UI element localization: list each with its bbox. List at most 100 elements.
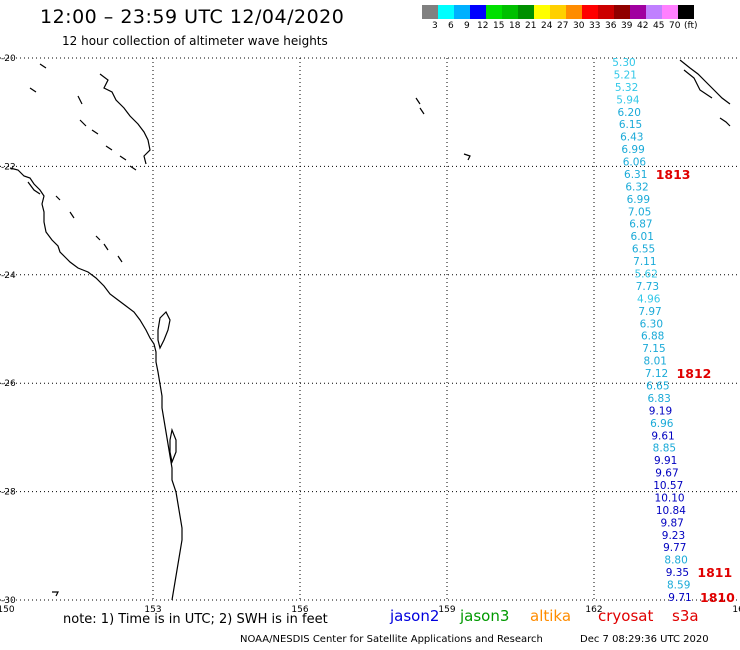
wave-height-value: 7.97: [638, 306, 661, 318]
legend-unit: (ft): [684, 21, 698, 31]
legend-swatch: [646, 5, 662, 19]
pass-number-label: 1810: [700, 590, 735, 605]
wave-height-value: 8.85: [653, 443, 676, 455]
moreton-island: [169, 427, 177, 465]
legend-swatch: [486, 5, 502, 19]
chart-subtitle: 12 hour collection of altimeter wave hei…: [62, 34, 328, 48]
legend-swatch: [502, 5, 518, 19]
lat-label: -26: [1, 379, 16, 389]
legend-swatch: [470, 5, 486, 19]
lat-label: -30: [1, 596, 16, 606]
wave-height-value: 4.96: [637, 293, 661, 305]
legend-label: 39: [621, 21, 633, 31]
wave-height-value: 5.32: [615, 82, 638, 94]
legend-label: 33: [589, 21, 601, 31]
wave-height-value: 5.21: [614, 69, 637, 81]
lat-lon-grid: [0, 57, 740, 601]
wave-height-value: 10.84: [656, 505, 686, 517]
legend-label: 3: [432, 21, 438, 31]
axis-labels: 150 153 156 159 162 165 -20 -22 -24 -26 -28 -30: [0, 54, 740, 615]
lat-label: -20: [1, 54, 16, 64]
wave-height-value: 8.80: [664, 555, 687, 567]
wave-height-value: 6.15: [619, 119, 642, 131]
pass-number-label: 1813: [656, 167, 691, 182]
legend-swatch: [630, 5, 646, 19]
legend-swatch: [534, 5, 550, 19]
satellite-name: jason3: [460, 607, 510, 625]
wave-height-value: 9.61: [651, 430, 674, 442]
legend-swatch: [662, 5, 678, 19]
wave-height-value: 8.59: [667, 580, 690, 592]
wave-height-value: 6.31: [624, 169, 647, 181]
legend-label: 30: [573, 21, 585, 31]
legend-swatch: [454, 5, 470, 19]
satellite-name: cryosat: [598, 607, 654, 625]
altimeter-track: 5.305.215.325.946.206.156.436.996.066.31…: [612, 57, 735, 605]
bottom-islet: [52, 591, 59, 597]
wave-height-value: 7.12: [645, 368, 668, 380]
legend-label: 42: [637, 21, 649, 31]
wave-height-value: 7.05: [628, 206, 651, 218]
wave-height-value: 7.15: [642, 343, 665, 355]
coral-sea-islet: [463, 153, 471, 161]
wave-height-value: 6.99: [627, 194, 650, 206]
wave-height-value: 6.01: [631, 231, 654, 243]
wave-height-value: 10.57: [653, 480, 683, 492]
wave-height-value: 6.88: [641, 331, 664, 343]
chart-title: 12:00 – 23:59 UTC 12/04/2020: [40, 6, 345, 28]
wave-height-value: 9.71: [668, 592, 691, 604]
lon-label: 159: [438, 605, 455, 615]
wave-height-value: 6.55: [632, 244, 655, 256]
legend-label: 15: [493, 21, 505, 31]
legend-label: 6: [448, 21, 454, 31]
legend-swatch: [598, 5, 614, 19]
legend-label: 12: [477, 21, 489, 31]
wave-height-value: 7.73: [636, 281, 659, 293]
color-legend: [422, 5, 694, 19]
wave-height-value: 10.10: [655, 492, 685, 504]
lat-label: -28: [1, 488, 16, 498]
wave-height-value: 9.77: [663, 542, 686, 554]
wave-height-value: 5.62: [634, 269, 657, 281]
legend-label: 45: [653, 21, 665, 31]
legend-swatch: [582, 5, 598, 19]
coral-sea-islet: [415, 97, 425, 115]
satellite-name: s3a: [672, 607, 699, 625]
wave-height-value: 9.23: [662, 530, 685, 542]
wave-height-value: 6.87: [629, 219, 652, 231]
wave-height-value: 5.94: [616, 94, 640, 106]
satellite-name: altika: [530, 607, 572, 625]
legend-label: 36: [605, 21, 617, 31]
wave-height-value: 6.43: [620, 132, 643, 144]
lon-label: 150: [0, 605, 15, 615]
lon-label: 153: [144, 605, 161, 615]
legend-label: 24: [541, 21, 553, 31]
satellite-name: jason2: [390, 607, 440, 625]
footnote: note: 1) Time is in UTC; 2) SWH is in fe…: [63, 612, 328, 627]
wave-height-value: 9.19: [649, 405, 672, 417]
color-legend-labels: 3 6 9 12 15 18 21 24 27 30 33 36 39 42 45 70 (ft): [422, 21, 740, 33]
wave-height-value: 6.83: [647, 393, 670, 405]
legend-swatch: [550, 5, 566, 19]
lon-label: 165: [732, 605, 740, 615]
legend-label: 9: [464, 21, 470, 31]
wave-height-value: 9.87: [660, 517, 683, 529]
legend-swatch: [518, 5, 534, 19]
wave-height-value: 5.30: [612, 57, 635, 69]
legend-label: 21: [525, 21, 537, 31]
wave-height-value: 6.99: [621, 144, 644, 156]
legend-label: 18: [509, 21, 521, 31]
wave-height-value: 7.11: [633, 256, 656, 268]
legend-swatch: [614, 5, 630, 19]
fraser-island: [157, 310, 171, 350]
wave-height-value: 6.20: [618, 107, 641, 119]
generation-timestamp: Dec 7 08:29:36 UTC 2020: [580, 634, 709, 645]
legend-swatch: [678, 5, 694, 19]
lat-label: -22: [1, 162, 16, 172]
legend-label: 27: [557, 21, 569, 31]
wave-height-value: 9.67: [655, 468, 678, 480]
australia-coastline: [9, 167, 183, 601]
wave-height-value: 6.96: [650, 418, 674, 430]
credit-line: NOAA/NESDIS Center for Satellite Applica…: [240, 634, 543, 645]
wave-height-value: 6.32: [625, 181, 648, 193]
